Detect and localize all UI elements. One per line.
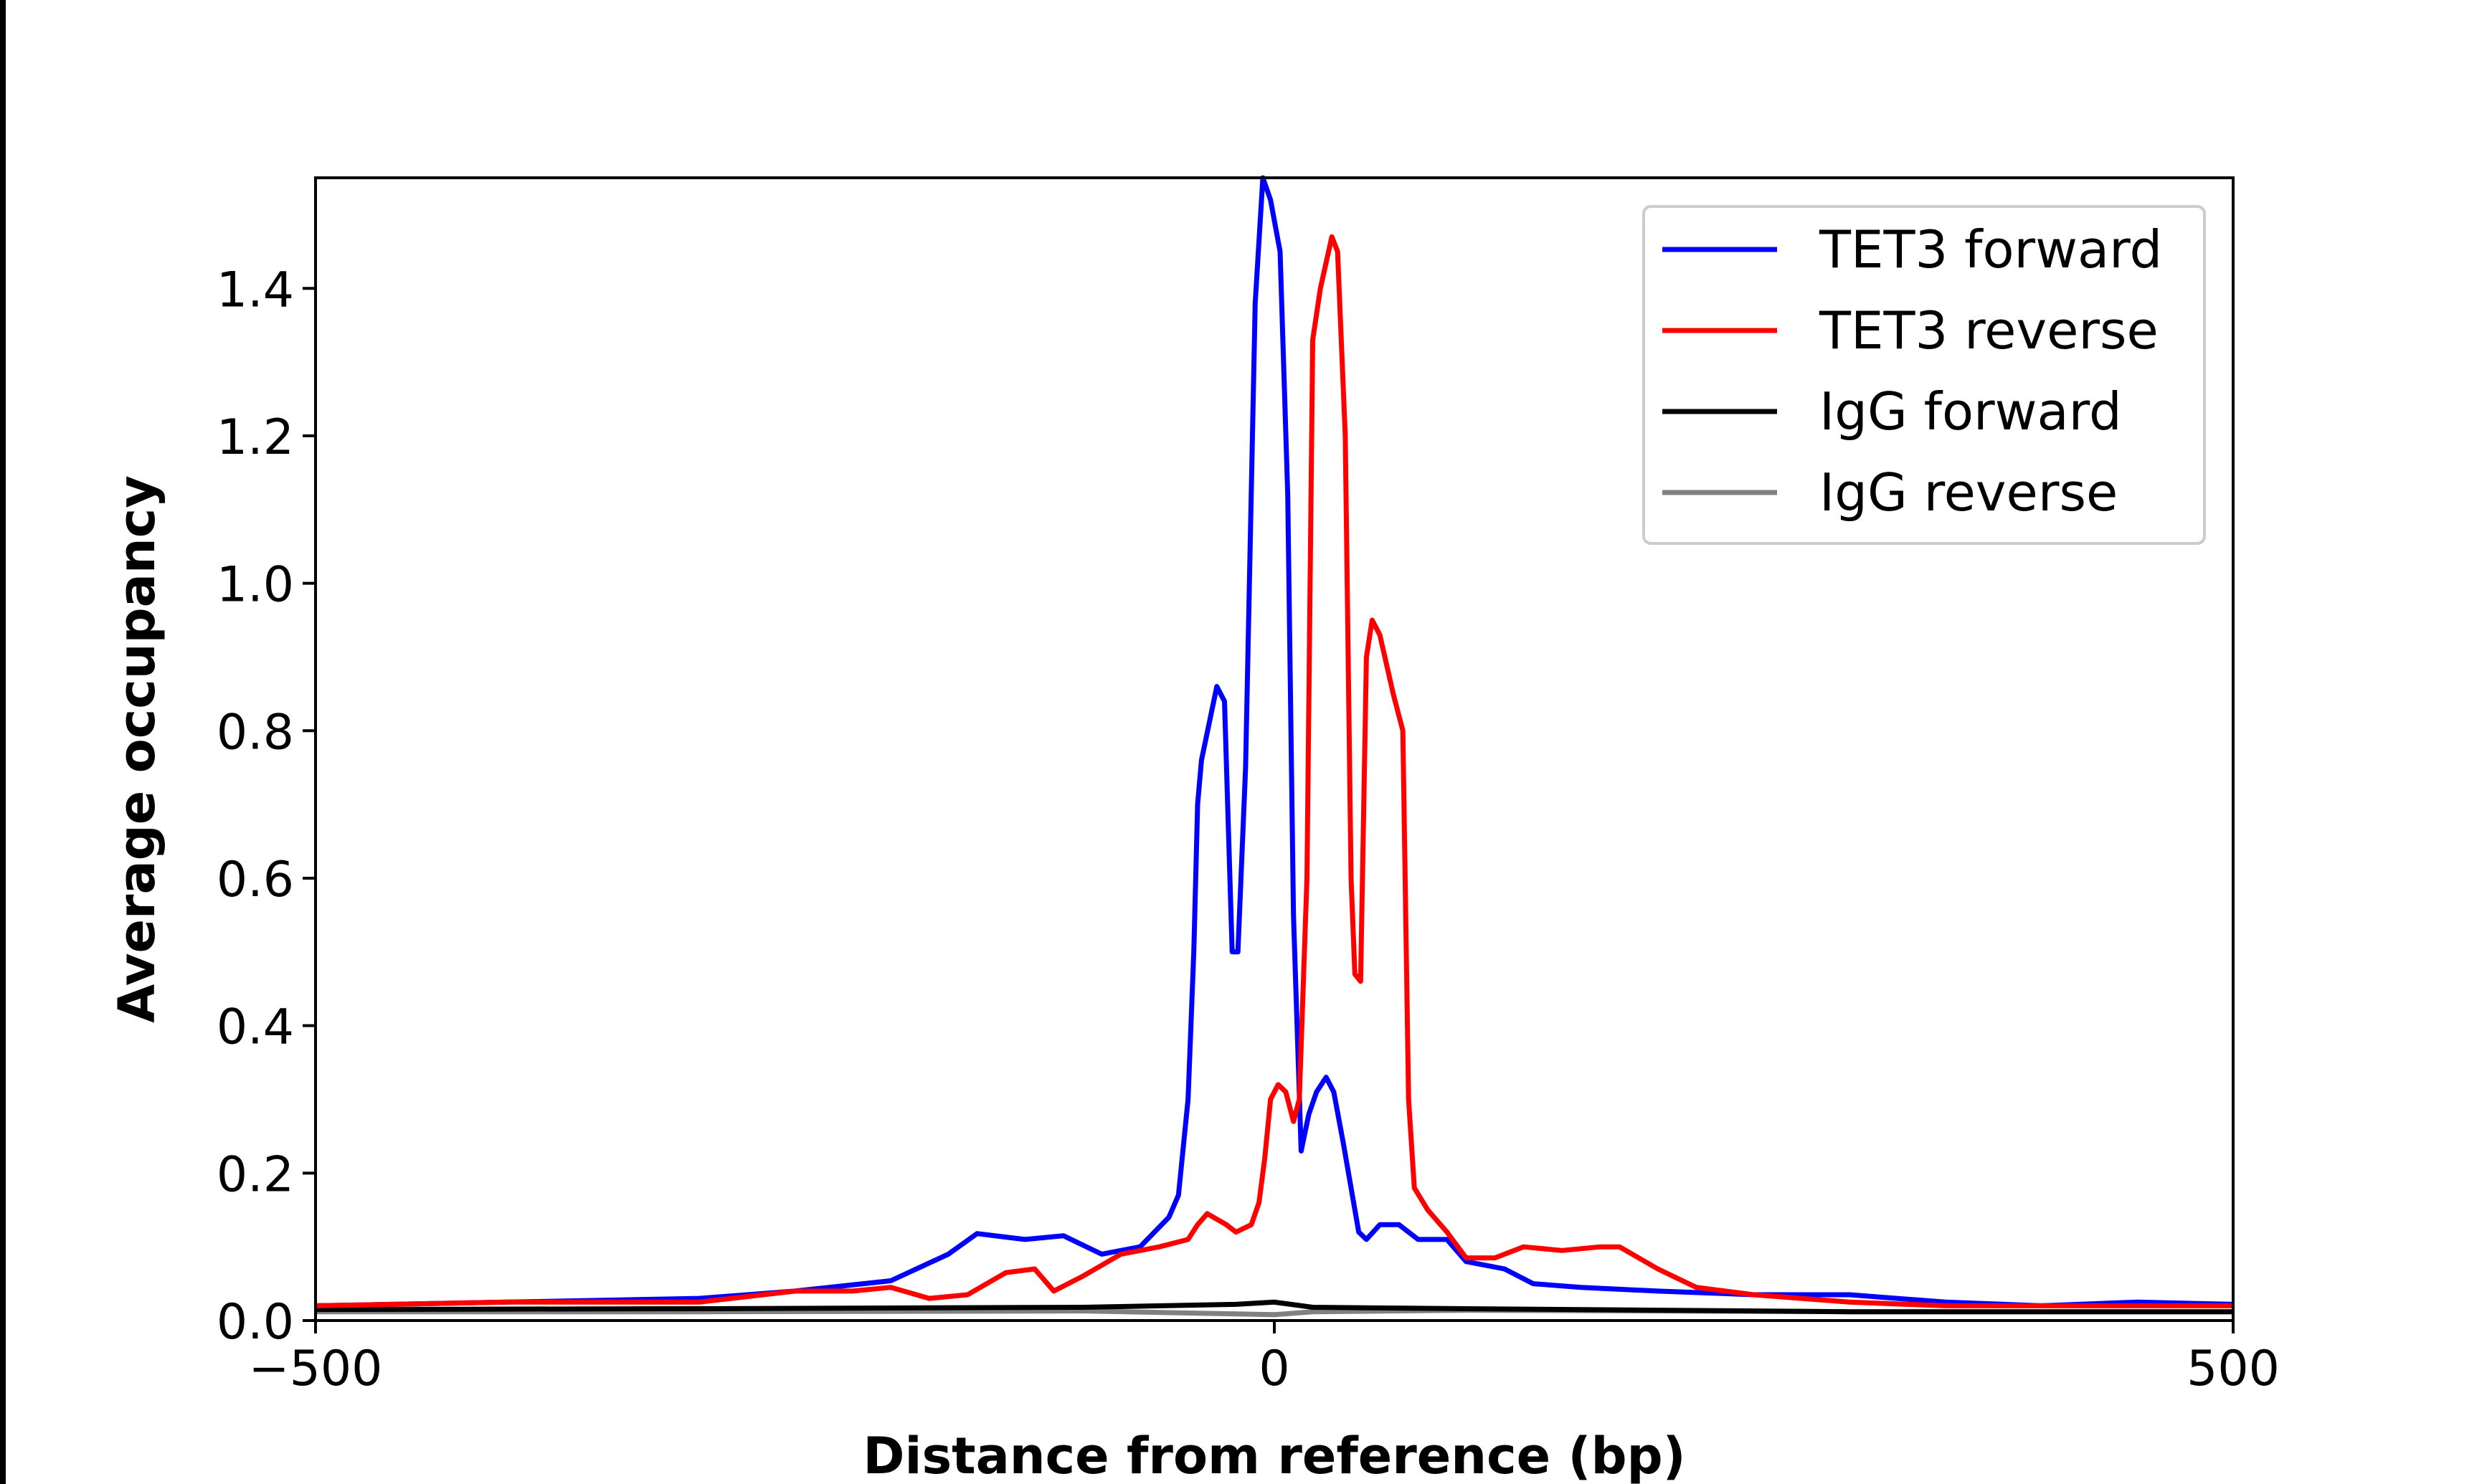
- legend: TET3 forward TET3 reverse IgG forward IgG r…: [1642, 205, 2206, 545]
- y-tick-label: 1.4: [217, 262, 294, 318]
- series-line-igg-forward: [315, 1299, 2233, 1315]
- ticks-layer: −500 0 500 0.0 0.2 0.4 0.6 0.8 1.0 1.2 1.4: [217, 262, 2280, 1397]
- legend-label: IgG reverse: [1819, 462, 2118, 523]
- legend-box: [1642, 205, 2206, 545]
- left-edge-border: [0, 0, 6, 1484]
- y-axis-label: Average occupancy: [108, 475, 166, 1023]
- x-tick-label: 0: [1259, 1341, 1289, 1397]
- y-tick-label: 0.6: [217, 852, 294, 908]
- x-tick-label: −500: [249, 1341, 383, 1397]
- legend-label: IgG forward: [1819, 381, 2122, 442]
- y-tick-label: 0.2: [217, 1146, 294, 1203]
- series-layer: [315, 175, 2234, 1318]
- x-axis-label: Distance from reference (bp): [863, 1427, 1685, 1484]
- y-tick-label: 0.0: [217, 1294, 294, 1351]
- y-tick-label: 0.8: [217, 704, 294, 761]
- y-tick-label: 0.4: [217, 999, 294, 1056]
- y-tick-label: 1.2: [217, 409, 294, 466]
- x-tick-label: 500: [2187, 1341, 2280, 1397]
- legend-label: TET3 reverse: [1819, 300, 2159, 361]
- legend-label: TET3 forward: [1819, 219, 2162, 280]
- series-line-tet3-reverse: [315, 234, 2233, 1308]
- series-line-tet3-forward: [315, 175, 2234, 1308]
- y-tick-label: 1.0: [217, 557, 294, 614]
